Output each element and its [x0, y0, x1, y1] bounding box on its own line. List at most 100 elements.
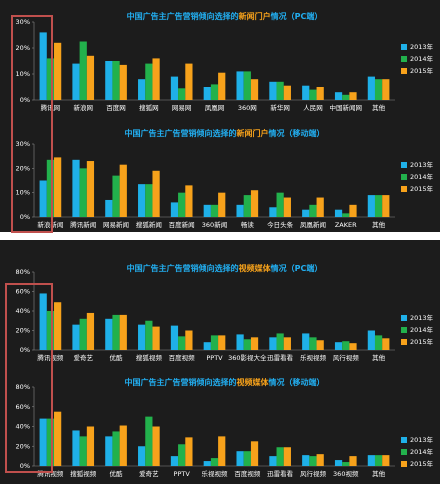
- legend-label: 2013年: [410, 313, 434, 322]
- legend-swatch: [401, 162, 407, 168]
- x-tick-label: 乐视视频: [202, 469, 229, 478]
- y-tick-label: 0%: [20, 346, 30, 354]
- x-tick-label: 畅读: [241, 220, 255, 229]
- x-tick-label: 搜狐视频: [136, 353, 163, 362]
- bar: [218, 192, 226, 217]
- title-part: 中国广告主广告营销倾向选择的: [125, 377, 237, 387]
- bar: [349, 92, 357, 100]
- y-tick-label: 20%: [16, 164, 30, 172]
- x-tick-label: 迅雷看看: [267, 354, 294, 362]
- bar: [334, 342, 343, 350]
- x-tick-label: 百度网: [106, 103, 126, 112]
- legend-swatch: [401, 437, 407, 443]
- bar: [316, 87, 324, 100]
- legend-swatch: [401, 174, 407, 180]
- bar: [203, 204, 211, 217]
- y-tick-label: 0%: [20, 213, 30, 221]
- title-part: 情况（PC端）: [270, 11, 323, 21]
- legend-swatch: [401, 44, 407, 50]
- bar: [54, 157, 62, 217]
- bar: [203, 461, 211, 466]
- title-part: 情况（PC端）: [270, 263, 323, 273]
- bar: [367, 455, 375, 466]
- x-tick-label: 网易新闻: [103, 220, 129, 229]
- x-tick-label: 中国新闻网: [330, 103, 363, 112]
- bar: [112, 61, 120, 100]
- bar: [309, 337, 317, 350]
- bar: [269, 337, 277, 350]
- legend-swatch: [401, 327, 407, 333]
- bar: [119, 164, 127, 217]
- x-tick-label: 360影视大全: [228, 353, 267, 362]
- legend-swatch: [401, 339, 407, 345]
- bar: [382, 338, 390, 350]
- bar: [218, 436, 226, 466]
- y-tick-label: 60%: [16, 288, 30, 296]
- chart-title: 中国广告主广告营销倾向选择的新闻门户情况（移动端）: [125, 128, 325, 138]
- x-tick-label: ZAKER: [335, 221, 357, 229]
- title-part: 情况（移动端）: [268, 377, 325, 387]
- chart-title: 中国广告主广告营销倾向选择的新闻门户情况（PC端）: [127, 11, 323, 21]
- bar: [302, 209, 310, 217]
- y-tick-label: 40%: [16, 307, 30, 315]
- bar: [203, 342, 211, 350]
- legend-label: 2014年: [410, 172, 434, 181]
- bar: [374, 335, 383, 350]
- bar: [302, 455, 310, 466]
- bar: [334, 209, 343, 217]
- legend-label: 2015年: [410, 184, 434, 193]
- y-tick-label: 80%: [16, 268, 30, 276]
- x-tick-label: 搜狐网: [139, 103, 159, 112]
- x-tick-label: 腾讯视频: [37, 353, 64, 362]
- bar: [218, 72, 226, 100]
- bar: [309, 456, 317, 466]
- bar: [269, 81, 277, 100]
- bar: [210, 204, 219, 217]
- bar: [367, 195, 375, 217]
- x-tick-label: 百度视频: [169, 353, 196, 362]
- bar: [54, 302, 62, 350]
- bar: [178, 444, 186, 466]
- bar: [105, 199, 113, 217]
- x-tick-label: 优酷: [110, 353, 124, 362]
- bar: [243, 71, 251, 100]
- bar: [145, 184, 153, 217]
- legend-label: 2013年: [410, 42, 434, 51]
- bar: [334, 92, 343, 100]
- bar: [334, 460, 343, 466]
- bar: [79, 41, 87, 100]
- bar: [86, 426, 95, 466]
- y-tick-label: 20%: [16, 44, 30, 52]
- chart-title: 中国广告主广告营销倾向选择的视频媒体情况（移动端）: [125, 377, 325, 387]
- x-tick-label: 网易网: [172, 104, 192, 112]
- y-tick-label: 20%: [16, 442, 30, 450]
- legend-swatch: [401, 315, 407, 321]
- bar: [283, 197, 291, 217]
- legend-label: 2014年: [410, 447, 434, 456]
- bar: [210, 335, 219, 350]
- bar: [342, 94, 350, 100]
- bar: [170, 456, 179, 466]
- bar: [349, 456, 357, 466]
- bar: [185, 437, 193, 466]
- x-tick-label: 搜狐新闻: [136, 220, 162, 229]
- x-tick-label: 新浪网: [73, 103, 93, 112]
- bar: [138, 324, 146, 350]
- bar: [302, 85, 310, 100]
- bar: [250, 79, 259, 100]
- bar: [185, 185, 193, 217]
- bar: [269, 456, 277, 466]
- x-tick-label: 360新闻: [202, 220, 227, 229]
- bar: [170, 202, 179, 217]
- bar: [316, 454, 324, 466]
- bar: [46, 58, 55, 100]
- bar: [54, 42, 62, 100]
- title-part: 新闻门户: [239, 11, 271, 21]
- legend-swatch: [401, 68, 407, 74]
- x-tick-label: 腾讯视频: [37, 469, 64, 478]
- bar: [374, 79, 383, 100]
- x-tick-label: 其他: [372, 469, 386, 478]
- bar: [86, 312, 95, 350]
- title-part: 视频媒体: [237, 377, 270, 387]
